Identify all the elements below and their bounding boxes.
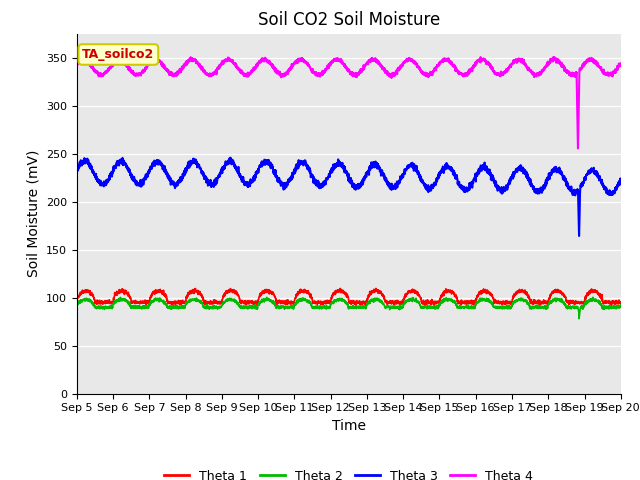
Theta 1 xyxy=(548,290,556,296)
Theta 2 xyxy=(548,299,556,304)
Theta 1 xyxy=(167,301,175,307)
Theta 1 xyxy=(135,300,143,305)
Theta 4 xyxy=(477,54,484,60)
Theta 3 xyxy=(575,233,583,239)
Theta 2 xyxy=(607,304,614,310)
Theta 3 xyxy=(227,155,234,161)
Line: Theta 2: Theta 2 xyxy=(77,297,621,319)
Line: Theta 3: Theta 3 xyxy=(77,158,621,236)
Legend: Theta 1, Theta 2, Theta 3, Theta 4: Theta 1, Theta 2, Theta 3, Theta 4 xyxy=(159,465,538,480)
Theta 1 xyxy=(305,291,313,297)
Theta 1 xyxy=(607,300,614,306)
Title: Soil CO2 Soil Moisture: Soil CO2 Soil Moisture xyxy=(258,11,440,29)
Y-axis label: Soil Moisture (mV): Soil Moisture (mV) xyxy=(26,150,40,277)
Line: Theta 1: Theta 1 xyxy=(77,288,621,305)
Theta 3 xyxy=(305,165,313,171)
Theta 2 xyxy=(282,304,289,310)
Theta 2 xyxy=(589,294,597,300)
Theta 3 xyxy=(607,191,614,197)
Theta 1 xyxy=(617,300,625,305)
Theta 3 xyxy=(548,168,556,174)
Theta 4 xyxy=(574,145,582,151)
Theta 2 xyxy=(167,304,175,310)
Theta 3 xyxy=(282,181,289,187)
Theta 3 xyxy=(73,169,81,175)
Theta 1 xyxy=(372,286,380,291)
Theta 4 xyxy=(282,71,289,77)
Line: Theta 4: Theta 4 xyxy=(77,57,621,148)
Theta 1 xyxy=(73,299,81,305)
Theta 4 xyxy=(617,61,625,67)
Theta 1 xyxy=(607,302,615,308)
Theta 3 xyxy=(135,181,143,187)
Theta 4 xyxy=(305,63,313,69)
Theta 2 xyxy=(575,316,583,322)
Theta 4 xyxy=(607,71,614,77)
Theta 4 xyxy=(135,71,143,76)
Theta 1 xyxy=(282,300,289,306)
X-axis label: Time: Time xyxy=(332,419,366,433)
Theta 2 xyxy=(73,303,81,309)
Theta 2 xyxy=(135,305,143,311)
Theta 4 xyxy=(548,57,556,63)
Theta 4 xyxy=(167,70,175,76)
Theta 4 xyxy=(73,60,81,66)
Theta 2 xyxy=(305,297,313,303)
Theta 3 xyxy=(617,176,625,182)
Theta 3 xyxy=(167,179,175,185)
Text: TA_soilco2: TA_soilco2 xyxy=(82,48,154,61)
Theta 2 xyxy=(617,303,625,309)
